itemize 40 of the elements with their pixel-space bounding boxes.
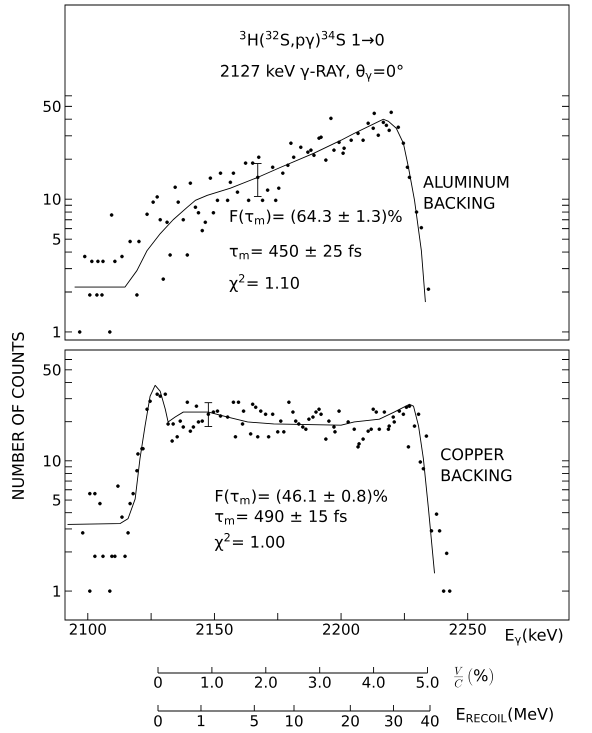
x-tick-label: 2250 bbox=[450, 624, 486, 635]
text: 2127 keV γ-RAY, θ$_{γ}$=0° bbox=[221, 64, 403, 82]
text: 5 bbox=[250, 715, 258, 726]
annotation: COPPER BACKING bbox=[441, 448, 512, 482]
text: 0 bbox=[154, 715, 162, 727]
y-tick-label: 5 bbox=[53, 234, 60, 245]
x2-tick-label: 1.0 bbox=[202, 676, 223, 688]
x2-tick-label: 4.0 bbox=[362, 676, 385, 688]
text: 30 bbox=[385, 715, 402, 727]
text: 1 bbox=[198, 715, 204, 726]
y-tick-label: 1 bbox=[54, 326, 60, 338]
text: 10 bbox=[286, 715, 303, 727]
x-tick-label: 2200 bbox=[323, 624, 360, 635]
annotation: χ$^{2}$= 1.00 bbox=[214, 533, 284, 551]
annotation: χ$^{2}$= 1.10 bbox=[229, 274, 299, 292]
text: 40 bbox=[421, 715, 439, 727]
line-series bbox=[67, 384, 435, 574]
y-tick-label: 10 bbox=[44, 455, 60, 467]
y-tick-label: 5 bbox=[53, 494, 60, 506]
annotation: τ$_{m}$= 450 ± 25 fs bbox=[230, 244, 362, 260]
y-tick-label: 50 bbox=[44, 364, 60, 376]
text: 20 bbox=[342, 715, 359, 727]
annotation: F(τ$_{m}$)= (64.3 ± 1.3)% bbox=[230, 210, 402, 224]
text: $^{3}$H($^{32}$S,pγ)$^{34}$S 1→0 bbox=[240, 30, 384, 49]
y-tick-label: 1 bbox=[54, 586, 60, 597]
y-axis-title: NUMBER OF COUNTS bbox=[12, 332, 24, 499]
y-tick-label: 10 bbox=[44, 193, 60, 205]
x2-tick-label: 5.0 bbox=[416, 676, 438, 688]
x2-tick-label: 2.0 bbox=[254, 676, 277, 688]
x-tick-label: 2150 bbox=[196, 624, 233, 635]
x2-tick-label: 0 bbox=[154, 676, 162, 688]
y-tick-label: 50 bbox=[44, 100, 60, 112]
annotation: τ$_{m}$= 490 ± 15 fs bbox=[215, 510, 347, 524]
annotation: ALUMINUM BACKING bbox=[423, 176, 508, 209]
x-tick-label: 2100 bbox=[70, 624, 106, 635]
annotation: F(τ$_{m}$)= (46.1 ± 0.8)% bbox=[216, 490, 388, 504]
x-axis-title: E$_{γ}$(keV) bbox=[506, 628, 562, 646]
x2-tick-label: 3.0 bbox=[308, 676, 331, 688]
text: E$_{RECOIL}$(MeV) bbox=[457, 708, 553, 722]
x2-axis-title: $\frac{V}{C}\,(\%)$ bbox=[454, 666, 493, 688]
